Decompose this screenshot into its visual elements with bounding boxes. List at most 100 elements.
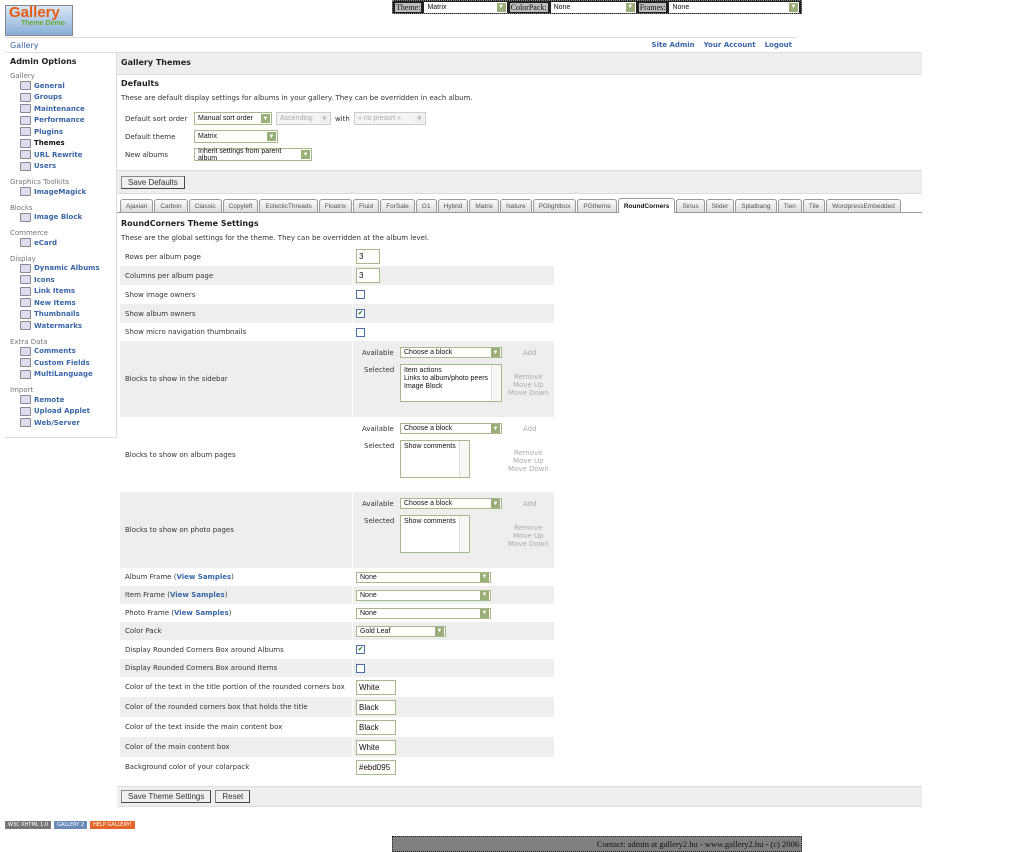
sidebar-item-comments[interactable]: Comments xyxy=(10,346,116,358)
color-pack-select[interactable]: Gold Leaf ▼ xyxy=(356,625,446,637)
sidebar-item-plugins[interactable]: Plugins xyxy=(10,126,116,138)
sidebar-item-thumbnails[interactable]: Thumbnails xyxy=(10,309,116,321)
cols-per-page-input[interactable]: 3 xyxy=(356,268,380,283)
remove-button[interactable]: Remove xyxy=(514,373,543,381)
album-owners-checkbox[interactable]: ✔ xyxy=(356,309,365,318)
sidebar-item-web-server[interactable]: Web/Server xyxy=(10,417,116,429)
tab-pglightbox[interactable]: PGlightbox xyxy=(532,199,577,212)
move-down-button[interactable]: Move Down xyxy=(508,540,549,548)
sidebar-item-url-rewrite[interactable]: URL Rewrite xyxy=(10,149,116,161)
item-frame-select[interactable]: None ▼ xyxy=(356,589,491,601)
main-text-color-input[interactable]: Black xyxy=(356,719,396,735)
tab-matrix[interactable]: Matrix xyxy=(469,199,500,212)
tab-g1[interactable]: G1 xyxy=(415,199,437,212)
move-up-button[interactable]: Move Up xyxy=(513,381,544,389)
gallery-logo[interactable]: Gallery Theme Demo xyxy=(5,5,73,36)
tab-hybrid[interactable]: Hybrid xyxy=(437,199,469,212)
sidebar-item-groups[interactable]: Groups xyxy=(10,92,116,104)
title-box-color-input[interactable]: Black xyxy=(356,699,396,715)
save-theme-settings-button[interactable]: Save Theme Settings xyxy=(121,790,212,803)
move-up-button[interactable]: Move Up xyxy=(513,457,544,465)
list-scrollbar[interactable] xyxy=(459,441,469,477)
reset-button[interactable]: Reset xyxy=(215,790,251,803)
sidebar-item-upload-applet[interactable]: Upload Applet xyxy=(10,406,116,418)
remove-button[interactable]: Remove xyxy=(514,449,543,457)
sidebar-item-custom-fields[interactable]: Custom Fields xyxy=(10,357,116,369)
tab-roundcorners[interactable]: RoundCorners xyxy=(617,198,676,213)
selected-block-item[interactable]: Image Block xyxy=(404,383,443,390)
sidebar-item-link-items[interactable]: Link Items xyxy=(10,286,116,298)
tab-forsale[interactable]: ForSale xyxy=(380,199,415,212)
tab-floatrix[interactable]: Floatrix xyxy=(318,199,353,212)
site-admin-link[interactable]: Site Admin xyxy=(651,41,695,49)
sidebar-item-image-block[interactable]: Image Block xyxy=(10,212,116,224)
selected-block-item[interactable]: Links to album/photo peers xyxy=(404,375,489,382)
image-owners-checkbox[interactable] xyxy=(356,290,365,299)
presort-select[interactable]: « no presort » ▼ xyxy=(353,112,426,125)
tab-sirius[interactable]: Sirius xyxy=(676,199,705,212)
sidebar-item-performance[interactable]: Performance xyxy=(10,115,116,127)
tab-tile[interactable]: Tile xyxy=(802,199,826,212)
tab-nature[interactable]: Nature xyxy=(500,199,532,212)
sidebar-item-themes[interactable]: Themes xyxy=(10,138,116,150)
theme-select[interactable]: Matrix ▼ xyxy=(424,1,507,13)
tab-classic[interactable]: Classic xyxy=(188,199,222,212)
tab-eclecticthreads[interactable]: EclecticThreads xyxy=(259,199,318,212)
selected-blocks-list[interactable]: Show comments xyxy=(400,515,470,553)
tab-pgtheme[interactable]: PGtheme xyxy=(577,199,617,212)
rows-per-page-input[interactable]: 3 xyxy=(356,249,380,264)
move-up-button[interactable]: Move Up xyxy=(513,532,544,540)
new-albums-select[interactable]: Inherit settings from parent album ▼ xyxy=(194,148,312,162)
selected-block-item[interactable]: Item actions xyxy=(404,367,442,374)
available-block-select[interactable]: Choose a block ▼ xyxy=(400,423,502,434)
sort-order-select[interactable]: Manual sort order ▼ xyxy=(194,112,272,125)
selected-block-item[interactable]: Show comments xyxy=(404,518,456,525)
title-text-color-input[interactable]: White xyxy=(356,679,396,695)
add-button[interactable]: Add xyxy=(523,500,537,508)
move-down-button[interactable]: Move Down xyxy=(508,465,549,473)
album-frame-select[interactable]: None ▼ xyxy=(356,571,491,583)
available-block-select[interactable]: Choose a block ▼ xyxy=(400,498,502,509)
gallery2-badge[interactable]: GALLERY 2 xyxy=(54,821,88,829)
sidebar-item-watermarks[interactable]: Watermarks xyxy=(10,320,116,332)
add-button[interactable]: Add xyxy=(523,349,537,357)
tab-ajaxian[interactable]: Ajaxian xyxy=(120,199,154,212)
sidebar-item-imagemagick[interactable]: ImageMagick xyxy=(10,186,116,198)
view-samples-link[interactable]: View Samples xyxy=(176,573,232,581)
add-button[interactable]: Add xyxy=(523,425,537,433)
rc-items-checkbox[interactable] xyxy=(356,663,365,673)
bg-color-input[interactable]: #ebd095 xyxy=(356,759,396,775)
available-block-select[interactable]: Choose a block ▼ xyxy=(400,347,502,358)
move-down-button[interactable]: Move Down xyxy=(508,389,549,397)
list-scrollbar[interactable] xyxy=(491,365,501,401)
w3c-badge[interactable]: W3C XHTML 1.0 xyxy=(5,821,52,829)
frames-select[interactable]: None ▼ xyxy=(669,1,799,13)
sidebar-item-general[interactable]: General xyxy=(10,80,116,92)
sidebar-item-dynamic-albums[interactable]: Dynamic Albums xyxy=(10,263,116,275)
rc-albums-checkbox[interactable]: ✔ xyxy=(356,645,365,654)
view-samples-link[interactable]: View Samples xyxy=(173,609,229,617)
selected-blocks-list[interactable]: Item actions Links to album/photo peers Im… xyxy=(400,364,502,402)
photo-frame-select[interactable]: None ▼ xyxy=(356,607,491,619)
sidebar-item-icons[interactable]: Icons xyxy=(10,274,116,286)
tab-fluid[interactable]: Fluid xyxy=(353,199,380,212)
tab-copyleft[interactable]: Copyleft xyxy=(222,199,259,212)
tab-tien[interactable]: Tien xyxy=(777,199,802,212)
your-account-link[interactable]: Your Account xyxy=(703,41,756,49)
save-defaults-button[interactable]: Save Defaults xyxy=(121,176,185,189)
sidebar-item-remote[interactable]: Remote xyxy=(10,394,116,406)
sidebar-item-users[interactable]: Users xyxy=(10,161,116,173)
view-samples-link[interactable]: View Samples xyxy=(169,591,225,599)
help-gallery-badge[interactable]: HELP GALLERY! xyxy=(90,821,135,829)
remove-button[interactable]: Remove xyxy=(514,524,543,532)
tab-splatbang[interactable]: Splatbang xyxy=(735,199,777,212)
colorpack-select[interactable]: None ▼ xyxy=(550,1,636,13)
sidebar-item-ecard[interactable]: eCard xyxy=(10,237,116,249)
selected-blocks-list[interactable]: Show comments xyxy=(400,440,470,478)
logout-link[interactable]: Logout xyxy=(764,41,792,49)
list-scrollbar[interactable] xyxy=(459,516,469,552)
sidebar-item-maintenance[interactable]: Maintenance xyxy=(10,103,116,115)
breadcrumb-gallery[interactable]: Gallery xyxy=(10,40,39,50)
tab-wordpressembedded[interactable]: WordpressEmbedded xyxy=(826,199,901,212)
micro-nav-checkbox[interactable] xyxy=(356,327,365,337)
